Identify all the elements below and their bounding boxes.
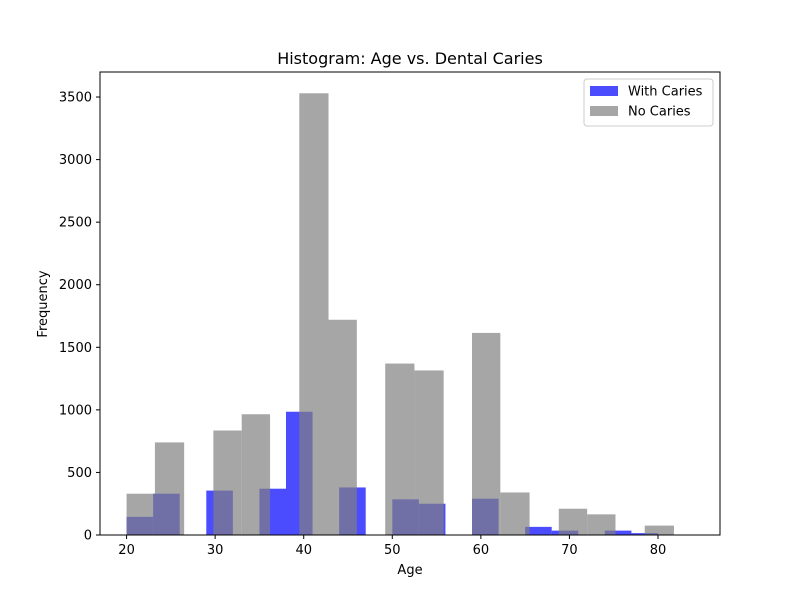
bar-series-1-bin-4: [241, 414, 271, 535]
bar-series-1-bin-18: [644, 525, 674, 535]
bar-series-0-bin-9: [525, 526, 552, 535]
x-axis-label: Age: [397, 563, 422, 578]
legend-label-0: With Caries: [628, 85, 703, 100]
plot-frame: [99, 71, 721, 536]
legend-swatch-0: [590, 86, 618, 96]
bar-series-1-bin-9: [385, 363, 415, 535]
y-tick-label: 2500: [59, 216, 92, 231]
bar-series-1-bin-3: [213, 430, 242, 535]
bar-series-1-bin-0: [126, 493, 155, 535]
y-tick-label: 2000: [59, 278, 92, 293]
bar-series-1-bin-1: [154, 442, 185, 535]
y-tick-label: 0: [84, 529, 92, 544]
y-tick-label: 3000: [59, 153, 92, 168]
y-axis-label: Frequency: [36, 270, 51, 337]
legend: With Caries No Caries: [583, 78, 714, 127]
x-tick-label: 80: [650, 543, 667, 558]
y-tick-label: 500: [67, 466, 92, 481]
x-tick-label: 30: [207, 543, 224, 558]
legend-swatch-1: [590, 106, 618, 116]
y-tick-label: 1000: [59, 403, 92, 418]
x-tick-label: 40: [295, 543, 312, 558]
x-axis-ticks: 20 30 40 50 60 70 80: [118, 535, 666, 558]
bar-series-1-bin-16: [587, 514, 616, 535]
bar-series-1-bin-7: [328, 319, 357, 535]
chart-title: Histogram: Age vs. Dental Caries: [277, 49, 543, 68]
bar-series-1-bin-12: [472, 332, 501, 535]
x-tick-label: 70: [561, 543, 578, 558]
y-axis-ticks: 0 500 1000 1500 2000 2500 3000 3500: [59, 91, 100, 544]
bar-series-1-bin-15: [558, 508, 588, 535]
bars-layer: [126, 93, 674, 536]
bar-series-0-bin-11: [604, 530, 632, 535]
bar-series-1-bin-13: [500, 492, 530, 535]
x-tick-label: 50: [384, 543, 401, 558]
y-tick-label: 3500: [59, 91, 92, 106]
x-tick-label: 60: [473, 543, 490, 558]
bar-series-1-bin-10: [414, 370, 444, 535]
bar-series-1-bin-6: [299, 93, 329, 536]
x-tick-label: 20: [118, 543, 135, 558]
y-tick-label: 1500: [59, 341, 92, 356]
legend-label-1: No Caries: [628, 105, 691, 120]
